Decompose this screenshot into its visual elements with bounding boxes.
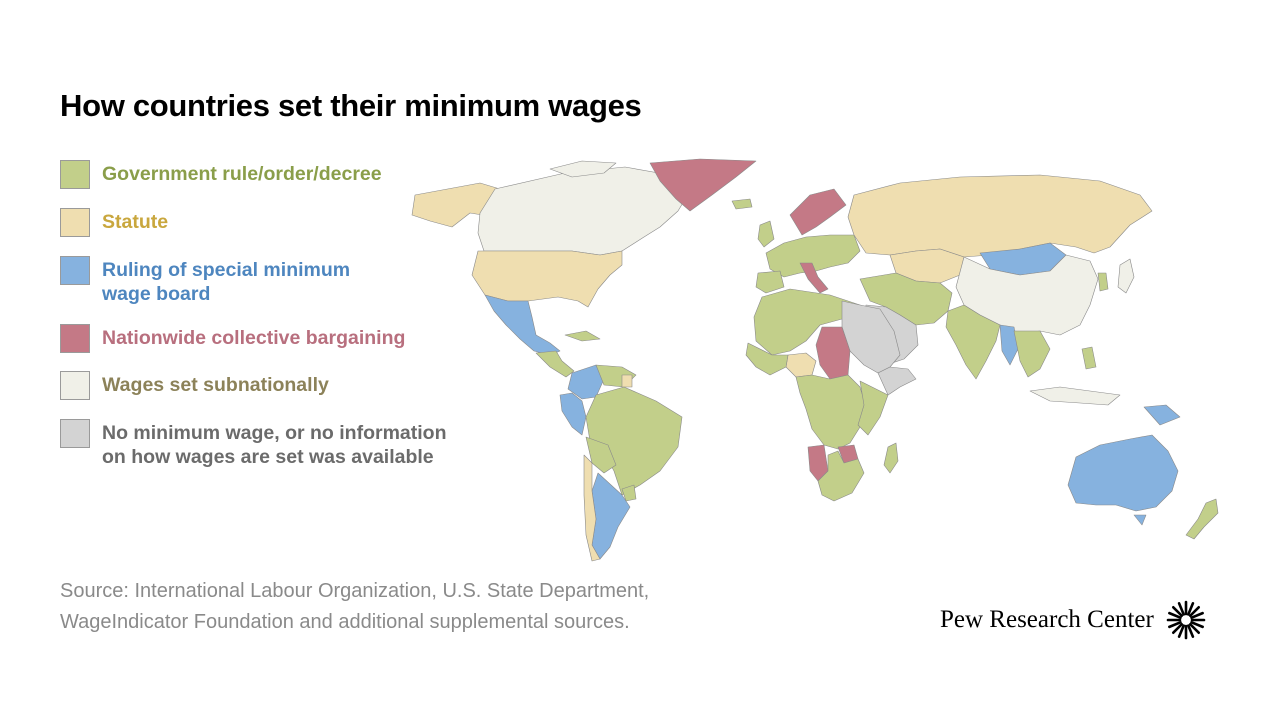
sunburst-ray xyxy=(1190,620,1204,629)
region-central-africa xyxy=(795,374,867,450)
sunburst-ray xyxy=(1171,622,1183,635)
legend-item-no-minimum: No minimum wage, or no information on ho… xyxy=(60,419,447,469)
legend-label-no-minimum: No minimum wage, or no information on ho… xyxy=(102,422,447,468)
region-papua xyxy=(1143,404,1181,426)
region-philippines xyxy=(1081,346,1097,370)
region-west-africa xyxy=(745,342,789,376)
region-bolivia xyxy=(585,436,617,474)
region-russia xyxy=(847,174,1153,258)
pew-sunburst-icon xyxy=(1166,600,1206,640)
sunburst-ray xyxy=(1188,622,1200,635)
region-nigeria xyxy=(785,352,817,378)
region-southern-africa xyxy=(817,450,865,502)
legend-label-statute: Statute xyxy=(102,211,169,233)
legend-swatch-no-minimum xyxy=(60,419,90,448)
region-chad xyxy=(815,326,851,380)
region-central-america xyxy=(535,350,575,378)
legend-label-collective-bargaining: Nationwide collective bargaining xyxy=(102,327,406,349)
region-new-zealand xyxy=(1185,498,1219,540)
sunburst-ray xyxy=(1188,605,1200,618)
legend-swatch-subnational xyxy=(60,371,90,400)
sunburst-ray xyxy=(1186,624,1195,638)
region-mexico xyxy=(484,294,561,356)
sunburst-ray xyxy=(1190,611,1204,620)
legend-swatch-government xyxy=(60,160,90,189)
region-madagascar xyxy=(883,442,899,474)
legend-item-statute: Statute xyxy=(60,208,168,237)
region-australia xyxy=(1067,434,1179,512)
region-myanmar xyxy=(999,324,1019,366)
region-horn-of-africa xyxy=(877,366,917,396)
legend-label-subnational: Wages set subnationally xyxy=(102,374,329,396)
region-arctic-islands xyxy=(549,160,617,178)
sunburst-ray xyxy=(1167,611,1182,620)
legend-item-government: Government rule/order/decree xyxy=(60,160,382,189)
region-scandinavia xyxy=(789,188,847,236)
legend-label-government: Government rule/order/decree xyxy=(102,163,382,185)
region-canada xyxy=(477,166,691,256)
region-italy xyxy=(799,262,829,294)
region-korea xyxy=(1097,272,1109,292)
sunburst-ray xyxy=(1171,605,1183,618)
region-iberia xyxy=(755,270,785,294)
legend-item-wage-board: Ruling of special minimum wage board xyxy=(60,256,350,306)
region-uk xyxy=(757,220,775,248)
legend-swatch-wage-board xyxy=(60,256,90,285)
region-alaska xyxy=(411,182,501,228)
page-title: How countries set their minimum wages xyxy=(60,88,642,123)
legend-item-collective-bargaining: Nationwide collective bargaining xyxy=(60,324,405,353)
region-tasmania xyxy=(1133,514,1147,526)
source-note: Source: International Labour Organizatio… xyxy=(60,580,650,633)
region-europe xyxy=(765,234,861,278)
sunburst-ray xyxy=(1167,620,1182,629)
region-iceland xyxy=(731,198,753,210)
region-chile xyxy=(583,454,601,562)
region-peru xyxy=(559,392,587,436)
region-indonesia xyxy=(1029,386,1121,406)
legend-swatch-collective-bargaining xyxy=(60,324,90,353)
region-east-africa xyxy=(857,380,889,436)
region-uruguay xyxy=(621,484,637,502)
legend-item-subnational: Wages set subnationally xyxy=(60,371,329,400)
legend-swatch-statute xyxy=(60,208,90,237)
sunburst-ray xyxy=(1177,624,1185,638)
legend-label-wage-board: Ruling of special minimum wage board xyxy=(102,259,351,305)
sunburst-ray xyxy=(1177,602,1185,616)
region-japan xyxy=(1117,258,1135,294)
world-map xyxy=(411,158,1219,562)
region-middle-east xyxy=(859,272,953,326)
region-india xyxy=(945,304,1001,380)
region-north-africa xyxy=(753,288,861,356)
sunburst-ray xyxy=(1186,602,1195,616)
pew-logo: Pew Research Center xyxy=(940,600,1206,640)
region-caribbean xyxy=(564,330,601,342)
region-southeast-asia xyxy=(1013,330,1051,378)
logo-text: Pew Research Center xyxy=(940,606,1154,633)
region-guyana xyxy=(621,374,633,388)
region-greenland xyxy=(649,158,757,212)
